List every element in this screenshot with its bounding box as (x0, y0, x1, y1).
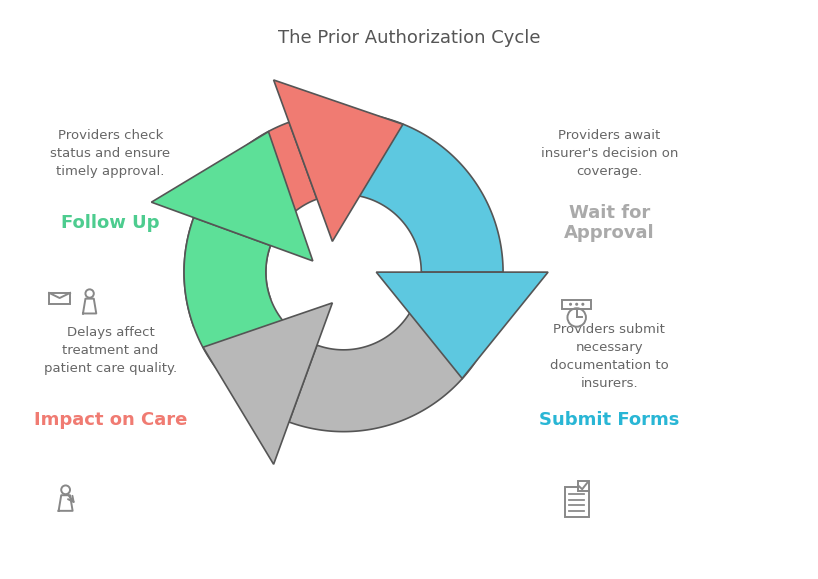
Circle shape (582, 303, 584, 306)
Text: Impact on Care: Impact on Care (34, 411, 187, 429)
Text: Wait for
Approval: Wait for Approval (564, 203, 654, 243)
Polygon shape (184, 122, 317, 327)
Text: The Prior Authorization Cycle: The Prior Authorization Cycle (278, 29, 540, 47)
Text: Providers await
insurer's decision on
coverage.: Providers await insurer's decision on co… (541, 129, 678, 178)
Polygon shape (376, 272, 548, 379)
Circle shape (569, 303, 572, 306)
Polygon shape (203, 303, 332, 464)
Text: Providers check
status and ensure
timely approval.: Providers check status and ensure timely… (51, 129, 170, 178)
Text: Submit Forms: Submit Forms (539, 411, 680, 429)
Text: Delays affect
treatment and
patient care quality.: Delays affect treatment and patient care… (44, 326, 177, 375)
Text: Follow Up: Follow Up (61, 214, 160, 232)
Polygon shape (316, 113, 503, 272)
Text: Providers submit
necessary
documentation to
insurers.: Providers submit necessary documentation… (550, 323, 669, 390)
Polygon shape (289, 285, 501, 431)
Polygon shape (151, 131, 312, 261)
Circle shape (575, 303, 578, 306)
Polygon shape (184, 218, 305, 411)
Polygon shape (273, 80, 403, 241)
FancyBboxPatch shape (578, 481, 589, 491)
